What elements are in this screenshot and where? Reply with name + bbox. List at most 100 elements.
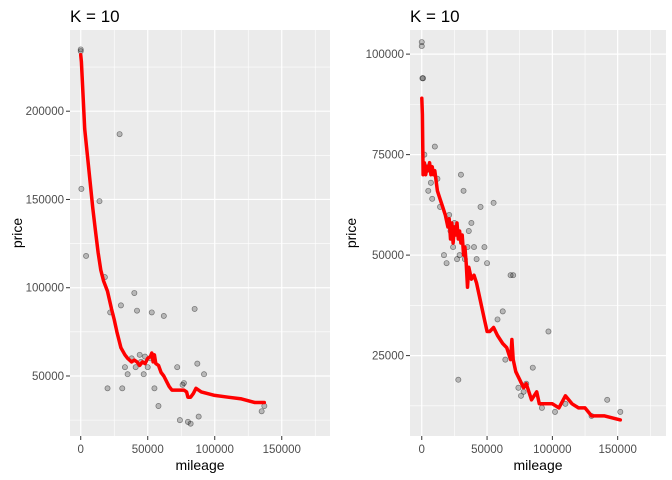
chart-left-point (176, 417, 183, 424)
chart-right-point (510, 272, 517, 279)
chart-left-point (184, 418, 191, 425)
chart-right-point (419, 75, 426, 82)
chart-right-x-tick-label: 50000 (471, 444, 503, 456)
chart-right-point (443, 260, 450, 267)
chart-left-point (96, 198, 103, 205)
chart-right-point (456, 252, 463, 259)
chart-right-point (441, 252, 447, 259)
chart-left-fit-path (78, 52, 267, 405)
chart-left-point (194, 360, 201, 367)
chart-left-point (78, 185, 85, 192)
chart-right-xlabel: mileage (513, 457, 562, 473)
chart-right: K = 10 0 50000 100000 150000 25000 50000 7500… (343, 7, 666, 473)
chart-left-point (148, 309, 155, 316)
chart-right-point (454, 256, 460, 263)
chart-right-y-tick-label: 75000 (372, 150, 404, 162)
chart-left-point (174, 364, 181, 371)
chart-right-point (529, 364, 536, 371)
chart-right-point (484, 260, 491, 267)
chart-left-point (179, 381, 186, 388)
chart-right-ylabel: price (343, 218, 359, 249)
chart-right-fit-line (420, 96, 623, 422)
chart-left-point (160, 313, 167, 319)
chart-left-x-tick-label: 50000 (132, 444, 164, 456)
chart-right-x-tick-label: 100000 (533, 444, 571, 456)
chart-left-point (136, 351, 143, 358)
chart-right-point (429, 195, 436, 202)
chart-left: K = 10 0 50000 100000 150000 50000 100000 150… (9, 7, 330, 473)
chart-left-point (258, 408, 265, 415)
chart-right-y-axis: 25000 50000 75000 100000 (366, 49, 410, 363)
chart-right-point (418, 39, 425, 46)
chart-right-point (450, 244, 457, 251)
chart-left-point (201, 371, 207, 378)
chart-left-point (195, 413, 202, 420)
chart-right-point (477, 203, 484, 210)
chart-left-point (131, 290, 138, 296)
chart-right-point (552, 408, 558, 415)
chart-left-grid (70, 30, 330, 436)
chart-left-point (104, 385, 111, 392)
chart-left-x-tick-label: 150000 (263, 444, 301, 456)
chart-right-y-tick-label: 25000 (372, 351, 404, 363)
chart-left-x-tick-label: 0 (78, 444, 84, 456)
chart-right-grid (410, 30, 666, 436)
chart-right-point (427, 179, 434, 186)
chart-right-point (471, 244, 477, 251)
chart-right-point (468, 220, 475, 226)
chart-right-point (494, 316, 501, 323)
chart-left-x-tick-label: 100000 (196, 444, 234, 456)
chart-left-point (124, 371, 131, 378)
chart-right-point (502, 356, 509, 363)
chart-left-fit-line (78, 52, 267, 405)
chart-left-point (77, 46, 84, 53)
chart-right-x-tick-label: 0 (419, 444, 425, 456)
chart-left-point (180, 380, 187, 386)
chart-left-point (151, 385, 158, 392)
chart-left-point (140, 371, 147, 378)
chart-left-x-axis: 0 50000 100000 150000 (78, 436, 301, 456)
chart-left-point (119, 385, 126, 392)
chart-right-point (425, 187, 432, 194)
chart-left-point (117, 302, 124, 309)
chart-right-point (520, 388, 527, 395)
chart-right-point (465, 228, 472, 234)
chart-right-point (538, 404, 545, 411)
chart-left-point (121, 364, 128, 371)
chart-left-y-tick-label: 150000 (26, 194, 64, 206)
chart-left-y-tick-label: 200000 (26, 106, 64, 118)
chart-right-point (515, 384, 522, 391)
chart-right-point (507, 272, 514, 279)
chart-right-x-axis: 0 50000 100000 150000 (419, 436, 637, 456)
chart-right-point (431, 143, 438, 150)
chart-right-title: K = 10 (410, 7, 460, 26)
chart-left-point (116, 131, 123, 138)
chart-right-point (518, 392, 524, 399)
chart-right-x-tick-label: 150000 (598, 444, 636, 456)
chart-left-point (132, 364, 139, 371)
chart-left-title: K = 10 (70, 7, 120, 26)
chart-right-point (460, 187, 467, 194)
chart-right-point (420, 75, 427, 82)
chart-right-point (617, 408, 624, 415)
chart-left-xlabel: mileage (175, 457, 224, 473)
chart-left-ylabel: price (9, 218, 25, 249)
chart-right-point (604, 396, 611, 403)
chart-right-fit-path (420, 96, 623, 422)
chart-right-y-tick-label: 50000 (372, 250, 404, 262)
chart-right-point (457, 171, 464, 178)
chart-left-y-tick-label: 100000 (26, 283, 64, 295)
chart-left-y-tick-label: 50000 (32, 371, 64, 383)
chart-left-point (187, 420, 194, 427)
chart-right-y-tick-label: 100000 (366, 49, 404, 61)
chart-left-point (144, 364, 151, 371)
chart-right-point (418, 43, 425, 50)
chart-left-point (155, 403, 162, 409)
chart-left-point (83, 252, 90, 259)
chart-right-point (455, 376, 462, 383)
chart-right-point (499, 308, 506, 315)
chart-right-point (481, 244, 488, 251)
chart-left-panel (70, 30, 330, 436)
chart-right-point (490, 199, 497, 206)
